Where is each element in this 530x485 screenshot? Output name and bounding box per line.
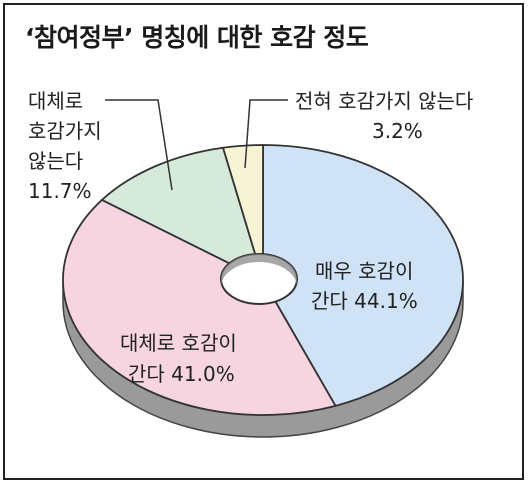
label-not-at-all-line2: 3.2%: [372, 119, 423, 143]
slice-somewhat-positive: [62, 198, 337, 416]
leader-line-somewhat-negative: [105, 99, 173, 191]
label-not-at-all: 전혀 호감가지 않는다 3.2%: [295, 89, 473, 143]
label-not-at-all-line1: 전혀 호감가지 않는다: [295, 89, 473, 113]
label-somewhat-negative-line1: 대체로: [28, 89, 83, 113]
slice-very-positive: [262, 144, 464, 407]
label-somewhat-negative-line3: 않는다: [28, 149, 83, 173]
label-somewhat-positive-line1: 대체로 호감이: [120, 331, 237, 355]
chart-title: ‘참여정부’ 명칭에 대한 호감 정도: [25, 23, 369, 52]
leader-line-not-at-all: [244, 99, 288, 169]
slice-not-at-all: [221, 144, 264, 281]
label-very-positive: 매우 호감이 간다 44.1%: [311, 259, 418, 313]
label-somewhat-positive-line2: 간다 41.0%: [128, 362, 235, 386]
label-somewhat-negative-line2: 호감가지: [28, 119, 102, 143]
label-very-positive-line1: 매우 호감이: [315, 259, 413, 283]
pie-hole-inner-shadow: [221, 254, 297, 287]
slice-somewhat-negative: [100, 146, 265, 282]
label-very-positive-line2: 간다 44.1%: [311, 289, 418, 313]
label-somewhat-positive: 대체로 호감이 간다 41.0%: [120, 331, 237, 386]
label-somewhat-negative: 대체로 호감가지 않는다 11.7%: [28, 89, 102, 203]
label-somewhat-negative-line4: 11.7%: [28, 179, 92, 203]
